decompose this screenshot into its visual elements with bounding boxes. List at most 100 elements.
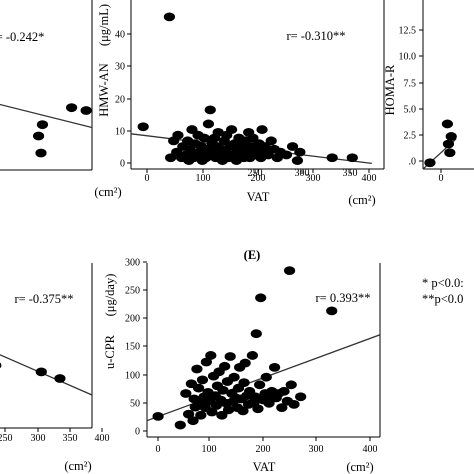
y-tick-label: 0 (135, 427, 140, 438)
y-axis-unit: (μg/day) (103, 274, 117, 317)
data-point (217, 385, 229, 395)
data-point (200, 357, 212, 367)
data-point (239, 358, 251, 368)
correlation-annotation: r= -0.310** (286, 29, 345, 43)
data-point (219, 361, 231, 371)
data-point (252, 404, 264, 414)
data-point (152, 411, 164, 421)
data-point (204, 105, 216, 115)
y-tick-label: 50 (130, 399, 140, 410)
y-tick-label: 12.5 (399, 26, 417, 37)
y-tick-label: 2.5 (404, 131, 417, 142)
data-point (286, 142, 299, 151)
data-point (216, 410, 228, 420)
data-point (174, 420, 186, 430)
x-tick-label: 400 (95, 433, 110, 444)
data-point (36, 120, 49, 130)
data-point (256, 125, 268, 134)
data-point (424, 158, 436, 168)
x-tick-label: 300 (31, 433, 46, 444)
y-tick-label: 10.0 (399, 52, 417, 63)
x-tick-label: 350 (63, 433, 78, 444)
data-point (295, 392, 307, 402)
data-point (283, 266, 296, 276)
data-point (225, 125, 238, 134)
data-point (180, 389, 192, 398)
data-point (276, 403, 288, 413)
data-point (183, 409, 195, 419)
data-point (66, 103, 78, 113)
y-tick-label: 30 (115, 62, 125, 73)
data-point (326, 306, 338, 316)
data-point (163, 12, 176, 22)
x-tick-label: 350 (343, 168, 358, 179)
y-axis-unit: (μg/mL) (97, 4, 111, 46)
y-tick-label: 0 (120, 159, 125, 170)
data-point (250, 329, 262, 339)
data-point (237, 406, 249, 416)
x-axis-unit: (cm²) (64, 459, 91, 473)
data-point (32, 131, 45, 141)
plot-area (131, 12, 372, 165)
data-point (255, 293, 267, 303)
data-point (191, 364, 203, 374)
panel-e-u-cpr: 0 100 200 300 400 0 50 100 150 200 250 300 u-CPR (μg/… (103, 258, 381, 474)
data-point (196, 375, 209, 385)
x-axis-label: VAT (247, 190, 270, 204)
y-tick-label: 100 (125, 371, 140, 382)
x-tick-label: 0 (439, 173, 444, 184)
data-point (228, 372, 240, 382)
x-tick-label: 300 (306, 173, 321, 184)
data-point (246, 351, 259, 360)
data-point (278, 386, 290, 396)
x-tick-label: 400 (363, 444, 378, 455)
data-point (35, 367, 47, 377)
correlation-annotation: r= -0.375** (14, 292, 73, 306)
data-point (192, 383, 205, 393)
plot-area (423, 119, 457, 169)
data-point (441, 119, 453, 129)
data-point (35, 148, 47, 158)
panel-b-hmw-an: 0 100 200 300 400 0 10 20 30 40 HMW-AN (μg/mL) VAT (c… (97, 0, 385, 207)
x-tick-label: 100 (202, 444, 217, 455)
panel-e-label: (E) (244, 248, 261, 262)
x-tick-label: 0 (145, 173, 150, 184)
y-tick-label: 200 (125, 314, 140, 325)
y-tick-label: 300 (125, 258, 140, 269)
data-point (285, 380, 297, 390)
data-point (346, 153, 358, 163)
plot-area (0, 354, 92, 396)
legend-significance-single: * p<0.0: (422, 276, 464, 290)
correlation-annotation: r= 0.393** (316, 291, 371, 305)
data-point (202, 119, 215, 129)
y-axis-label: HMW-AN (97, 63, 111, 116)
x-tick-label: 300 (309, 444, 324, 455)
legend-significance-double: **p<0.0 (422, 292, 463, 306)
data-point (198, 133, 210, 143)
data-point (0, 362, 2, 369)
data-point (195, 410, 207, 420)
x-tick-label: 250 (248, 168, 263, 179)
x-axis-label: VAT (253, 460, 276, 474)
x-axis-unit: (cm²) (346, 460, 373, 474)
x-axis-unit: (cm²) (348, 193, 375, 207)
data-point (444, 148, 456, 158)
x-tick-label: 200 (251, 173, 266, 184)
data-point (54, 374, 66, 383)
data-point (80, 106, 92, 115)
data-point (263, 398, 275, 408)
data-point (238, 378, 250, 388)
data-point (205, 351, 217, 360)
data-point (268, 363, 281, 372)
y-tick-label: 5.0 (404, 105, 417, 116)
data-point (187, 416, 199, 426)
data-point (326, 153, 338, 163)
panel-d-partial: 250 300 350 400 (cm²) r= -0.375** (0, 263, 110, 473)
plot-area (147, 266, 380, 430)
data-point (172, 130, 184, 140)
data-point (206, 407, 218, 417)
data-point (442, 139, 455, 149)
